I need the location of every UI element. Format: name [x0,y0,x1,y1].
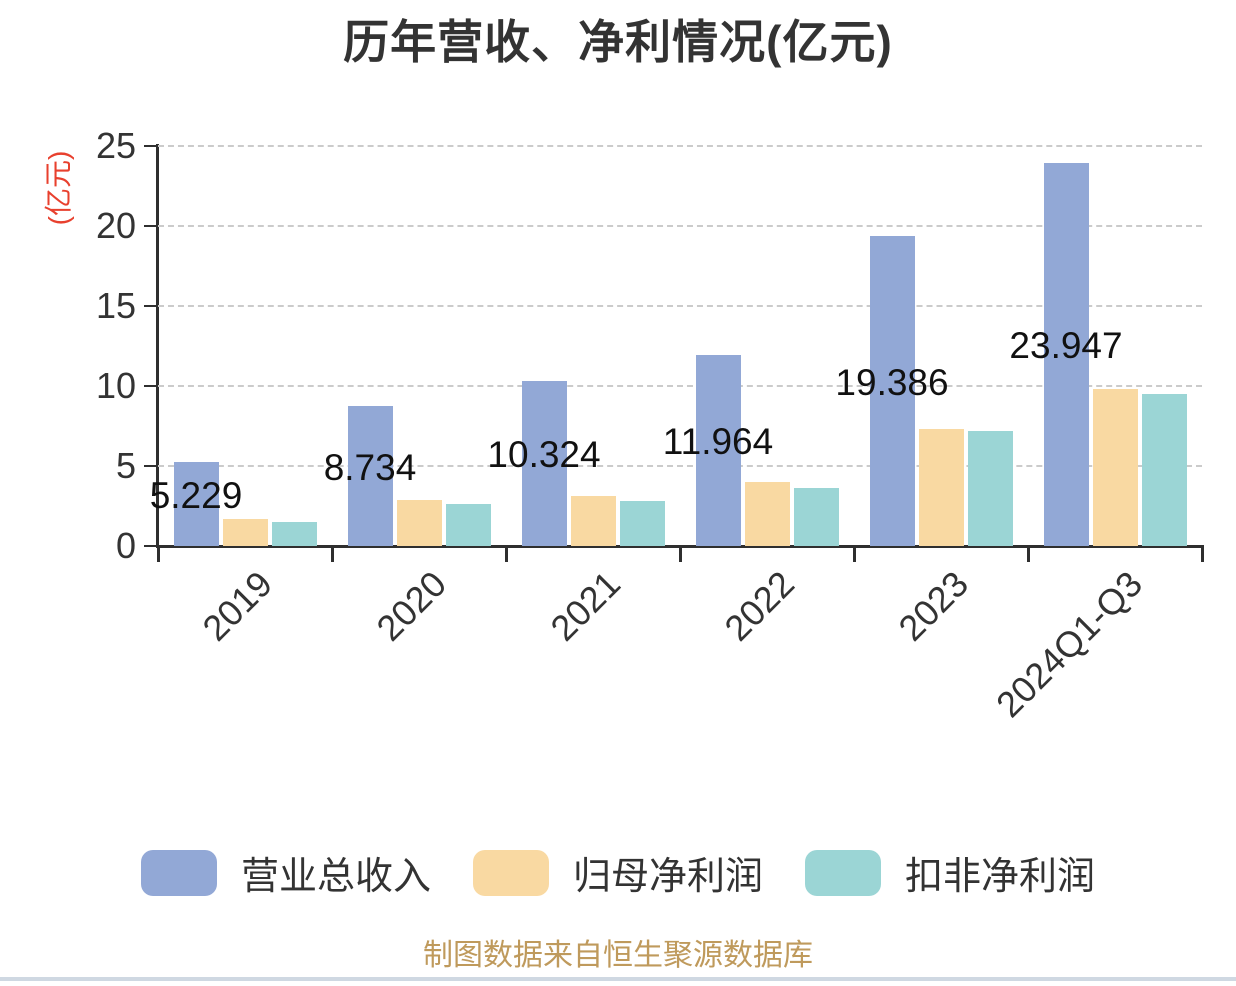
x-axis-label-2022: 2022 [716,563,802,649]
bar-revenue-2023[interactable] [869,236,915,546]
data-label-2020: 8.734 [323,447,417,489]
bar-non-gaap-profit-2021[interactable] [619,501,665,546]
legend-item-non-gaap-profit[interactable]: 扣非净利润 [805,845,1095,900]
bar-non-gaap-profit-2023[interactable] [967,431,1013,546]
legend-swatch-non-gaap-profit [805,849,881,896]
y-tick-10 [144,385,157,387]
bar-net-profit-2023[interactable] [918,429,964,546]
bar-net-profit-2022[interactable] [744,482,790,546]
y-tick-0 [144,545,157,547]
x-axis-label-2021: 2021 [542,563,628,649]
x-axis-line [156,545,1204,548]
x-axis-label-2019: 2019 [194,563,280,649]
gridline-20 [158,225,1202,227]
legend-label-revenue: 营业总收入 [240,856,431,898]
legend-label-non-gaap-profit: 扣非净利润 [905,856,1096,898]
plot-area [158,145,1202,546]
data-label-2024Q1-Q3: 23.947 [1009,325,1123,367]
bar-non-gaap-profit-2019[interactable] [271,522,317,546]
source-note: 制图数据来自恒生聚源数据库 [423,939,813,972]
bar-revenue-2024Q1-Q3[interactable] [1043,163,1089,546]
bar-revenue-2022[interactable] [695,355,741,546]
y-tick-5 [144,465,157,467]
bar-non-gaap-profit-2022[interactable] [793,488,839,546]
x-tick-4 [852,548,856,562]
y-tick-label-25: 25 [95,125,136,166]
bar-revenue-2021[interactable] [521,381,567,546]
legend-swatch-net-profit [472,849,549,896]
y-tick-label-0: 0 [115,525,136,566]
legend: 营业总收入 归母净利润 扣非净利润 [0,845,1236,900]
gridline-25 [158,145,1202,147]
x-tick-2 [504,548,508,562]
bar-non-gaap-profit-2024Q1-Q3[interactable] [1141,394,1187,546]
y-tick-label-20: 20 [95,205,136,246]
x-axis-label-2024Q1-Q3: 2024Q1-Q3 [987,563,1150,726]
y-tick-15 [144,305,157,307]
legend-item-revenue[interactable]: 营业总收入 [140,845,431,900]
x-tick-0 [156,548,160,562]
y-tick-label-15: 15 [95,285,136,326]
x-axis-label-2020: 2020 [368,563,454,649]
legend-swatch-revenue [140,849,217,896]
gridline-10 [158,385,1202,387]
gridline-15 [158,305,1202,307]
x-tick-5 [1026,548,1030,562]
data-label-2023: 19.386 [835,361,949,403]
y-axis-line [156,144,159,548]
bar-net-profit-2021[interactable] [570,496,616,546]
legend-item-net-profit[interactable]: 归母净利润 [472,845,763,900]
x-tick-3 [678,548,682,562]
data-label-2021: 10.324 [487,434,601,476]
y-tick-25 [144,145,157,147]
gridline-5 [158,465,1202,467]
bar-net-profit-2019[interactable] [222,519,268,546]
y-tick-20 [144,225,157,227]
x-tick-1 [330,548,334,562]
bottom-divider [0,977,1236,981]
x-axis-label-2023: 2023 [890,563,976,649]
bar-revenue-2019[interactable] [173,462,219,546]
legend-label-net-profit: 归母净利润 [572,856,763,898]
y-tick-label-5: 5 [115,445,136,486]
data-label-2019: 5.229 [149,475,243,517]
x-tick-6 [1200,548,1204,562]
y-tick-label-10: 10 [95,365,136,406]
bar-non-gaap-profit-2020[interactable] [445,504,491,546]
data-label-2022: 11.964 [662,421,774,463]
bar-revenue-2020[interactable] [347,406,393,546]
bar-net-profit-2020[interactable] [396,500,442,546]
chart-title: 历年营收、净利情况(亿元) [343,16,893,68]
bar-net-profit-2024Q1-Q3[interactable] [1092,389,1138,546]
